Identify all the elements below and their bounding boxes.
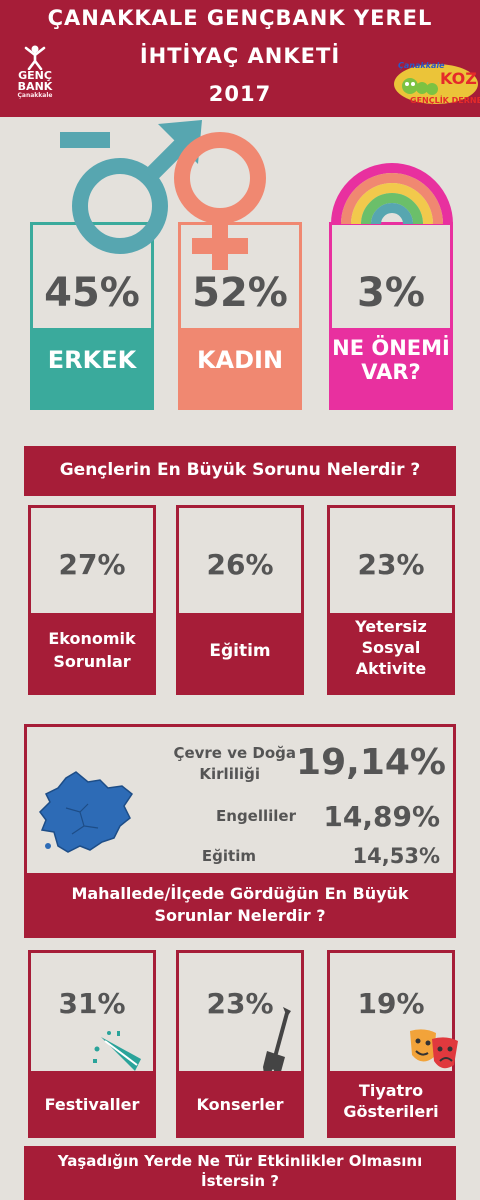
other-label-line2: VAR? — [361, 360, 421, 384]
social-label-line2: Sosyal — [361, 638, 421, 657]
problems-question: Gençlerin En Büyük Sorunu Nelerdir ? — [59, 460, 421, 480]
female-symbol-icon — [174, 132, 266, 270]
logo-right-text-mid: KOZ — [440, 69, 477, 88]
gender-box-male: 45% ERKEK — [30, 222, 154, 410]
title-line-3: 2017 — [208, 82, 272, 106]
festivals-label: Festivaller — [44, 1095, 140, 1114]
concerts-percent: 23% — [206, 987, 274, 1020]
local-row-2-label: Engelliler — [216, 807, 296, 825]
education-label: Eğitim — [209, 641, 271, 661]
other-label-line1: NE ÖNEMİ — [332, 336, 450, 360]
economy-band: Ekonomik Sorunlar — [31, 613, 153, 693]
koz-logo: Çanakkale KOZ GENÇLİK DERNEĞİ — [392, 60, 480, 112]
local-row-1-label-line2: Kirliliği — [199, 765, 260, 783]
theatre-label-line2: Gösterileri — [343, 1102, 439, 1121]
logo-left-word-1: GENÇ — [18, 69, 52, 82]
event-card-concerts: 23% Konserler — [176, 950, 304, 1138]
logo-right-text-bottom: GENÇLİK DERNEĞİ — [410, 96, 480, 105]
local-row-3-label: Eğitim — [201, 847, 256, 865]
title-line-2: İHTİYAÇ ANKETİ — [139, 44, 341, 68]
gender-box-other: 3% NE ÖNEMİ VAR? — [329, 222, 453, 410]
local-row-1-label-line1: Çevre ve Doğa — [173, 744, 296, 762]
event-card-festivals: 31% Festivaller — [28, 950, 156, 1138]
theatre-band: Tiyatro Gösterileri — [330, 1071, 452, 1138]
rainbow-icon — [331, 163, 453, 225]
festivals-percent: 31% — [58, 987, 126, 1020]
events-question-bar: Yaşadığın Yerde Ne Tür Etkinlikler Olmas… — [24, 1146, 456, 1200]
logo-left-word-2: BANK — [17, 80, 53, 93]
events-question-line2: İstersin ? — [201, 1172, 279, 1190]
problem-card-economy: 27% Ekonomik Sorunlar — [28, 505, 156, 695]
male-percent: 45% — [44, 270, 140, 316]
jumping-person-icon — [24, 45, 46, 70]
local-question-line2: Sorunlar Nelerdir ? — [154, 906, 326, 925]
events-question-line1: Yaşadığın Yerde Ne Tür Etkinlikler Olmas… — [57, 1152, 423, 1170]
theatre-percent: 19% — [357, 987, 425, 1020]
gencbank-logo: GENÇ BANK Çanakkale — [4, 44, 66, 114]
party-popper-icon — [93, 1031, 141, 1071]
problem-card-education: 26% Eğitim — [176, 505, 304, 695]
local-question-bar: Mahallede/İlçede Gördüğün En Büyük Sorun… — [24, 876, 456, 938]
local-question-line1: Mahallede/İlçede Gördüğün En Büyük — [71, 884, 409, 903]
local-row-2-value: 14,89% — [323, 800, 440, 833]
logo-right-text-top: Çanakkale — [398, 61, 445, 70]
local-row-1-value: 19,14% — [296, 742, 446, 783]
problem-card-social: 23% Yetersiz Sosyal Aktivite — [327, 505, 455, 695]
logo-left-sub: Çanakkale — [17, 92, 53, 99]
economy-label-line1: Ekonomik — [48, 629, 136, 648]
other-band: NE ÖNEMİ VAR? — [332, 328, 450, 408]
female-percent: 52% — [192, 270, 288, 316]
social-percent: 23% — [357, 548, 425, 581]
local-row-3-value: 14,53% — [352, 844, 440, 868]
theater-masks-icon — [410, 1029, 458, 1069]
social-band: Yetersiz Sosyal Aktivite — [330, 613, 452, 693]
event-card-theatre: 19% Tiyatro Gösterileri — [327, 950, 458, 1138]
economy-label-line2: Sorunlar — [53, 652, 131, 671]
title-line-1: ÇANAKKALE GENÇBANK YEREL — [47, 6, 433, 30]
other-percent: 3% — [357, 270, 425, 316]
concerts-label: Konserler — [196, 1095, 284, 1114]
social-label-line1: Yetersiz — [355, 617, 427, 636]
canakkale-map-icon — [39, 771, 134, 853]
header-banner: ÇANAKKALE GENÇBANK YEREL İHTİYAÇ ANKETİ … — [0, 0, 480, 117]
theatre-label-line1: Tiyatro — [358, 1081, 424, 1100]
male-band: ERKEK — [33, 328, 151, 408]
festivals-band: Festivaller — [31, 1071, 153, 1138]
concerts-band: Konserler — [179, 1071, 301, 1138]
female-band: KADIN — [181, 328, 299, 408]
problems-question-bar: Gençlerin En Büyük Sorunu Nelerdir ? — [24, 446, 456, 496]
education-band: Eğitim — [179, 613, 301, 693]
female-label: KADIN — [196, 346, 284, 374]
economy-percent: 27% — [58, 548, 126, 581]
social-label-line3: Aktivite — [355, 659, 427, 678]
caterpillar-icon — [394, 64, 478, 104]
male-label: ERKEK — [47, 346, 137, 374]
gender-box-female: 52% KADIN — [178, 222, 302, 410]
education-percent: 26% — [206, 548, 274, 581]
